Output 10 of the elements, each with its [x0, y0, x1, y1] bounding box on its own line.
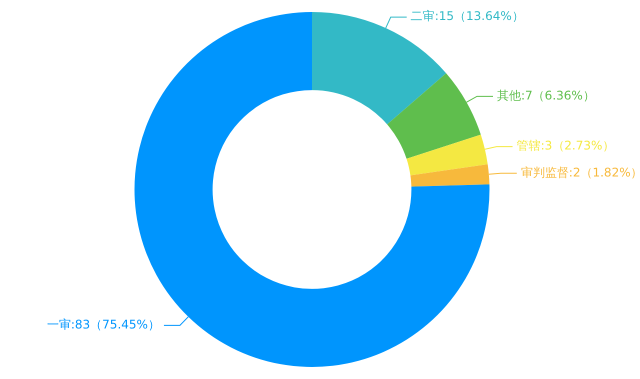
data-label: :3（2.73%）	[540, 138, 614, 153]
slice-label: 管辖	[516, 138, 541, 153]
data-label: :83（75.45%）	[70, 318, 160, 332]
data-label: :2（1.82%）	[568, 165, 640, 180]
slice-label: 二审	[410, 9, 435, 24]
slice-label: 一审	[46, 318, 71, 332]
data-label: :15（13.64%）	[434, 9, 524, 24]
slice-label: 其他	[497, 88, 522, 102]
slice-label: 审判监督	[520, 165, 569, 180]
data-label: :7（6.36%）	[521, 88, 595, 102]
